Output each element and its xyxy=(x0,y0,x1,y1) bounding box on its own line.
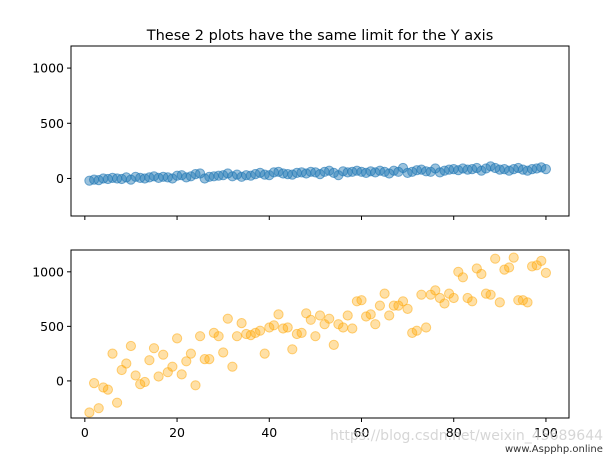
scatter-point xyxy=(305,314,316,325)
scatter-point xyxy=(102,384,114,395)
y-tick-label: 1000 xyxy=(32,264,64,279)
y-tick-label: 500 xyxy=(40,319,64,334)
scatter-point xyxy=(153,371,164,382)
scatter-point xyxy=(112,397,123,408)
scatter-point xyxy=(522,297,533,308)
x-tick-label: 60 xyxy=(354,425,370,440)
scatter-point xyxy=(176,369,187,380)
scatter-point xyxy=(338,322,349,333)
scatter-point xyxy=(296,327,307,338)
scatter-point xyxy=(218,347,229,358)
scatter-point xyxy=(457,272,468,283)
x-tick-label: 80 xyxy=(446,425,462,440)
scatter-point xyxy=(282,322,293,333)
scatter-point xyxy=(397,296,409,307)
scatter-point xyxy=(236,318,247,329)
scatter-point xyxy=(148,343,160,354)
scatter-point xyxy=(411,325,422,336)
scatter-point xyxy=(172,333,183,344)
scatter-point xyxy=(448,292,459,304)
subplot-bottom: 0 500 1000 0 20 40 60 80 100 xyxy=(32,249,570,440)
scatter-point xyxy=(476,268,487,280)
axes-frame xyxy=(70,45,570,217)
x-tick-label: 0 xyxy=(81,425,89,440)
subplot-top: 0 500 1000 xyxy=(32,45,570,220)
scatter-point xyxy=(139,376,150,388)
scatter-point xyxy=(540,164,552,175)
scatter-point xyxy=(268,320,279,331)
y-tick-label: 1000 xyxy=(32,61,64,76)
scatter-point xyxy=(287,344,298,355)
scatter-point xyxy=(347,323,358,334)
watermark-site: www.Aspphp.online xyxy=(505,444,603,455)
scatter-point xyxy=(342,310,353,321)
y-tick-label: 0 xyxy=(56,171,64,186)
scatter-point xyxy=(485,289,496,300)
scatter-point xyxy=(121,358,132,369)
scatter-point xyxy=(384,310,395,321)
scatter-point xyxy=(125,340,136,352)
scatter-point xyxy=(273,309,284,320)
scatter-point xyxy=(494,297,505,308)
scatter-point xyxy=(416,289,427,300)
scatter-point xyxy=(314,310,326,321)
axes-frame xyxy=(70,249,570,419)
scatter-point xyxy=(490,253,501,264)
y-tick-label: 0 xyxy=(56,373,64,388)
scatter-point xyxy=(314,169,326,180)
scatter-point xyxy=(158,349,169,360)
scatter-point xyxy=(259,348,270,359)
scatter-point xyxy=(204,354,215,365)
chart-title: These 2 plots have the same limit for th… xyxy=(146,28,494,44)
x-tick-label: 100 xyxy=(534,425,558,440)
scatter-point xyxy=(439,298,450,309)
scatter-point xyxy=(379,288,390,299)
scatter-point xyxy=(310,331,321,342)
y-tick-label: 500 xyxy=(40,116,64,131)
scatter-point xyxy=(540,267,552,278)
scatter-point xyxy=(365,309,376,320)
scatter-point xyxy=(227,361,238,372)
scatter-point xyxy=(195,331,206,342)
scatter-point xyxy=(324,313,335,324)
scatter-point xyxy=(255,325,266,336)
scatter-point xyxy=(231,331,243,342)
scatter-point xyxy=(89,378,100,389)
scatter-point xyxy=(328,339,339,350)
x-tick-label: 40 xyxy=(261,425,277,440)
scatter-point xyxy=(370,319,381,330)
scatter-point xyxy=(421,322,432,333)
scatter-point xyxy=(181,356,192,367)
x-tick-label: 20 xyxy=(169,425,185,440)
scatter-point xyxy=(93,403,104,414)
scatter-point xyxy=(107,348,118,359)
scatter-point xyxy=(185,348,196,359)
watermark-blog-url: https://blog.csdn.net/weixin_45689644 xyxy=(330,428,604,444)
scatter-point xyxy=(430,285,441,296)
scatter-point xyxy=(467,296,478,307)
scatter-point xyxy=(190,380,201,391)
scatter-point xyxy=(167,361,178,372)
scatter-point xyxy=(504,262,515,273)
scatter-point xyxy=(536,255,547,266)
scatter-point xyxy=(222,313,233,324)
scatter-point xyxy=(130,370,141,381)
scatter-point xyxy=(508,252,519,263)
scatter-point xyxy=(84,407,95,418)
scatter-point xyxy=(144,355,155,366)
scatter-point xyxy=(374,300,385,311)
scatter-point xyxy=(356,295,367,306)
scatter-point xyxy=(402,303,413,314)
scatter-point xyxy=(213,331,224,342)
